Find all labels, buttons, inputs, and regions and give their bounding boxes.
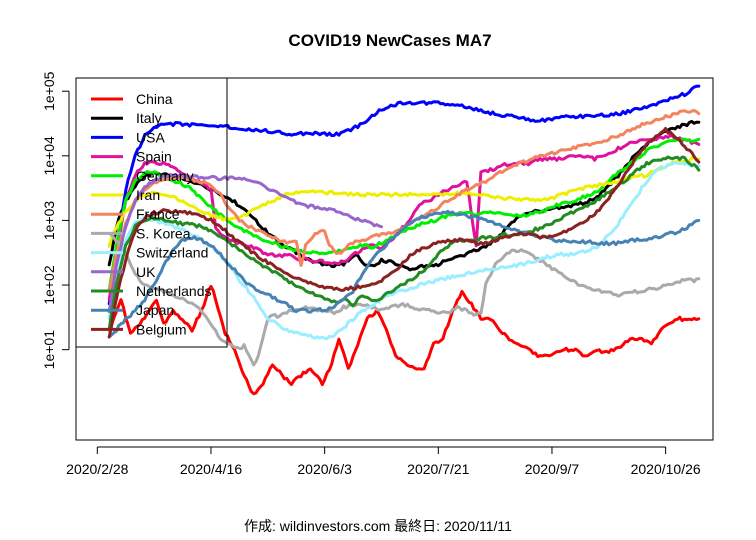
legend-label: Iran bbox=[136, 187, 160, 203]
y-axis: 1e+01 1e+02 1e+03 1e+04 1e+05 bbox=[41, 71, 70, 370]
legend-label: Netherlands bbox=[136, 283, 212, 299]
x-tick-label: 2020/6/3 bbox=[297, 461, 352, 477]
legend-label: Germany bbox=[136, 168, 194, 184]
x-tick-label: 2020/7/21 bbox=[407, 461, 469, 477]
x-tick-label: 2020/9/7 bbox=[525, 461, 580, 477]
y-tick-label: 1e+03 bbox=[41, 201, 57, 241]
x-axis: 2020/2/28 2020/4/16 2020/6/3 2020/7/21 2020/… bbox=[66, 446, 701, 477]
legend-box bbox=[75, 77, 228, 348]
caption: 作成: wildinvestors.com 最終日: 2020/11/11 bbox=[244, 518, 512, 534]
x-tick-label: 2020/10/26 bbox=[631, 461, 701, 477]
legend-label: USA bbox=[136, 129, 165, 145]
y-tick-label: 1e+01 bbox=[41, 330, 57, 370]
series-line-germany bbox=[107, 137, 701, 292]
x-tick-label: 2020/4/16 bbox=[180, 461, 242, 477]
legend-label: S. Korea bbox=[136, 225, 191, 241]
legend-label: Japan bbox=[136, 302, 174, 318]
x-tick-label: 2020/2/28 bbox=[66, 461, 128, 477]
legend-label: Switzerland bbox=[136, 245, 208, 261]
series-line-s-korea bbox=[107, 231, 701, 367]
legend-label: Belgium bbox=[136, 321, 187, 337]
series-line-uk bbox=[107, 173, 383, 314]
y-tick-label: 1e+04 bbox=[41, 136, 57, 176]
series-line-japan bbox=[107, 209, 701, 339]
series-line-belgium bbox=[107, 127, 701, 339]
series-line-china bbox=[107, 284, 701, 396]
y-tick-label: 1e+05 bbox=[41, 71, 57, 111]
legend-label: China bbox=[136, 91, 173, 107]
series-line-iran bbox=[107, 155, 701, 249]
y-tick-label: 1e+02 bbox=[41, 265, 57, 305]
legend-label: Italy bbox=[136, 110, 162, 126]
chart-title: COVID19 NewCases MA7 bbox=[288, 31, 491, 50]
series-line-spain bbox=[107, 133, 701, 301]
series-line-netherlands bbox=[107, 155, 701, 331]
plot-series-group bbox=[107, 84, 701, 396]
legend-label: UK bbox=[136, 264, 156, 280]
legend-label: France bbox=[136, 206, 180, 222]
legend: China Italy USA Spain Germany Iran France S. Ko… bbox=[75, 77, 228, 348]
legend-label: Spain bbox=[136, 149, 172, 165]
series-line-france bbox=[107, 109, 701, 293]
series-line-usa bbox=[107, 84, 701, 306]
